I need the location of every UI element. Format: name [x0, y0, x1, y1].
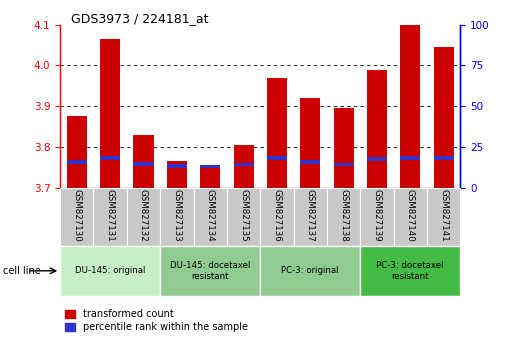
Bar — [327, 188, 360, 246]
Bar — [334, 162, 354, 166]
Bar — [300, 98, 320, 188]
Text: GSM827136: GSM827136 — [272, 189, 281, 242]
Bar — [434, 47, 453, 188]
Text: DU-145: docetaxel
resistant: DU-145: docetaxel resistant — [170, 261, 251, 280]
Bar — [94, 188, 127, 246]
Bar — [127, 188, 160, 246]
Bar — [133, 135, 154, 188]
Bar — [267, 78, 287, 188]
Bar — [194, 188, 227, 246]
Bar — [360, 188, 393, 246]
Text: DU-145: original: DU-145: original — [75, 266, 145, 275]
Bar — [167, 161, 187, 188]
Bar — [133, 162, 154, 166]
Text: PC-3: docetaxel
resistant: PC-3: docetaxel resistant — [377, 261, 444, 280]
Bar — [233, 162, 254, 166]
Text: GSM827139: GSM827139 — [372, 189, 381, 242]
Text: GSM827131: GSM827131 — [106, 189, 115, 242]
Bar — [160, 246, 260, 296]
Bar — [67, 116, 87, 188]
Text: PC-3: original: PC-3: original — [281, 266, 339, 275]
Text: GSM827137: GSM827137 — [306, 189, 315, 242]
Bar — [227, 188, 260, 246]
Bar — [360, 246, 460, 296]
Bar — [334, 108, 354, 188]
Text: GSM827141: GSM827141 — [439, 189, 448, 242]
Bar — [300, 160, 320, 164]
Text: GSM827138: GSM827138 — [339, 189, 348, 242]
Bar — [67, 160, 87, 164]
Text: GSM827132: GSM827132 — [139, 189, 148, 242]
Bar — [427, 188, 460, 246]
Bar — [160, 188, 194, 246]
Text: cell line: cell line — [3, 266, 40, 276]
Text: GSM827135: GSM827135 — [239, 189, 248, 242]
Bar — [233, 145, 254, 188]
Text: GSM827134: GSM827134 — [206, 189, 214, 242]
Bar — [267, 156, 287, 160]
Bar — [400, 156, 420, 160]
Bar — [100, 39, 120, 188]
Bar — [60, 246, 160, 296]
Bar — [260, 246, 360, 296]
Bar — [367, 157, 387, 161]
Bar — [100, 156, 120, 160]
Bar — [400, 25, 420, 188]
Bar — [60, 188, 94, 246]
Bar — [293, 188, 327, 246]
Bar — [394, 188, 427, 246]
Bar — [200, 165, 220, 168]
Legend: transformed count, percentile rank within the sample: transformed count, percentile rank withi… — [65, 309, 247, 332]
Bar — [260, 188, 293, 246]
Bar — [367, 69, 387, 188]
Bar — [200, 165, 220, 188]
Text: GSM827133: GSM827133 — [173, 189, 181, 242]
Text: GSM827140: GSM827140 — [406, 189, 415, 242]
Text: GSM827130: GSM827130 — [72, 189, 81, 242]
Bar — [167, 164, 187, 168]
Text: GDS3973 / 224181_at: GDS3973 / 224181_at — [71, 12, 208, 25]
Bar — [434, 156, 453, 160]
